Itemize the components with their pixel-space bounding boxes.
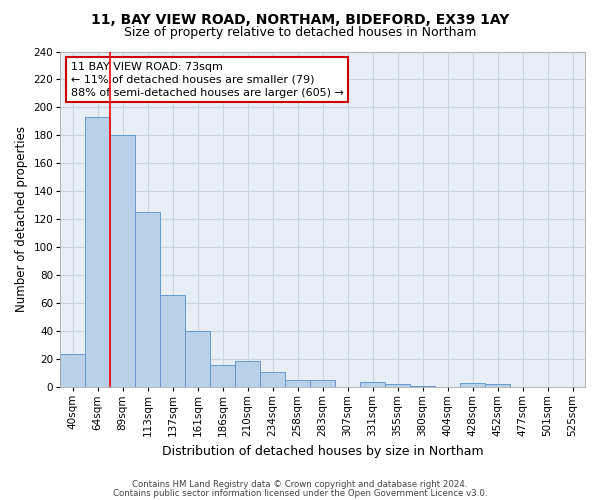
Bar bbox=[310, 380, 335, 387]
Bar bbox=[110, 136, 135, 387]
Bar bbox=[210, 364, 235, 387]
Bar bbox=[285, 380, 310, 387]
Bar bbox=[135, 212, 160, 387]
Bar bbox=[60, 354, 85, 387]
Bar bbox=[85, 117, 110, 387]
Text: Contains HM Land Registry data © Crown copyright and database right 2024.: Contains HM Land Registry data © Crown c… bbox=[132, 480, 468, 489]
Bar bbox=[360, 382, 385, 387]
Text: 11 BAY VIEW ROAD: 73sqm
← 11% of detached houses are smaller (79)
88% of semi-de: 11 BAY VIEW ROAD: 73sqm ← 11% of detache… bbox=[71, 62, 344, 98]
Bar bbox=[385, 384, 410, 387]
Bar bbox=[160, 295, 185, 387]
Bar bbox=[410, 386, 435, 387]
Bar bbox=[460, 383, 485, 387]
Text: Contains public sector information licensed under the Open Government Licence v3: Contains public sector information licen… bbox=[113, 488, 487, 498]
Bar bbox=[185, 331, 210, 387]
Bar bbox=[485, 384, 510, 387]
Y-axis label: Number of detached properties: Number of detached properties bbox=[15, 126, 28, 312]
Bar bbox=[260, 372, 285, 387]
Text: Size of property relative to detached houses in Northam: Size of property relative to detached ho… bbox=[124, 26, 476, 39]
Bar bbox=[235, 360, 260, 387]
Text: 11, BAY VIEW ROAD, NORTHAM, BIDEFORD, EX39 1AY: 11, BAY VIEW ROAD, NORTHAM, BIDEFORD, EX… bbox=[91, 12, 509, 26]
X-axis label: Distribution of detached houses by size in Northam: Distribution of detached houses by size … bbox=[162, 444, 484, 458]
